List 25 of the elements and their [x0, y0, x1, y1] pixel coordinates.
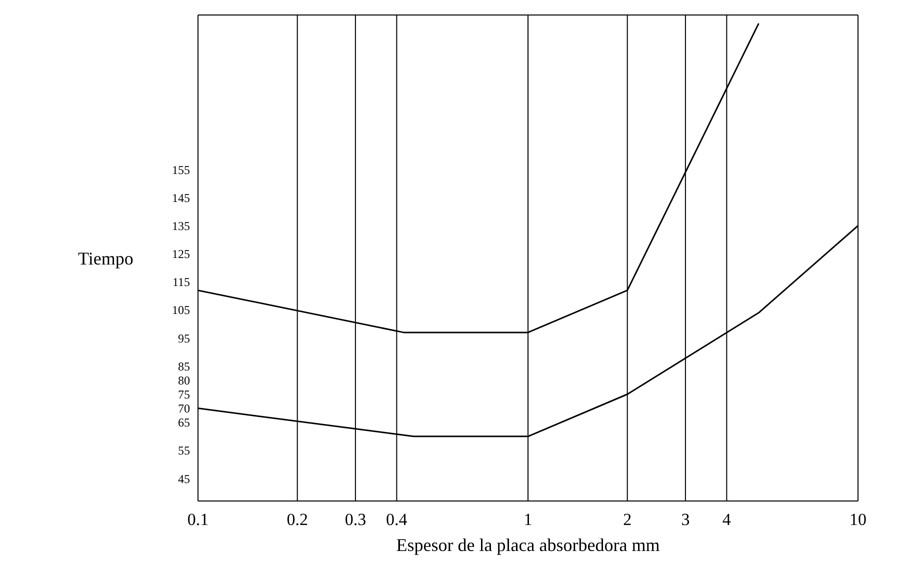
y-tick-label: 75	[178, 388, 190, 402]
y-tick-label: 105	[172, 303, 190, 318]
y-tick-label: 80	[178, 373, 190, 388]
x-tick-label: 1	[524, 510, 532, 530]
y-tick-label: 55	[178, 444, 190, 458]
x-axis-title: Espesor de la placa absorbedora mm	[396, 535, 660, 555]
x-tick-label: 0.1	[187, 510, 209, 530]
x-tick-label: 0.3	[344, 510, 366, 530]
x-tick-label: 2	[623, 510, 632, 530]
y-tick-label: 135	[172, 218, 190, 233]
x-tick-label: 0.2	[286, 510, 308, 530]
y-tick-label: 125	[172, 247, 190, 262]
y-tick-label: 115	[172, 275, 190, 290]
y-tick-label: 70	[178, 402, 190, 416]
x-tick-label: 4	[722, 510, 732, 530]
y-tick-label: 65	[178, 416, 190, 430]
y-tick-label: 145	[172, 190, 190, 205]
x-tick-label: 10	[850, 510, 866, 530]
x-tick-label: 3	[681, 510, 690, 530]
y-tick-label: 95	[178, 331, 190, 346]
y-tick-label: 45	[178, 472, 190, 486]
y-tick-label: 85	[178, 359, 190, 374]
y-tick-label: 155	[172, 162, 190, 177]
y-axis-title: Tiempo	[78, 248, 134, 268]
x-tick-label: 0.4	[386, 510, 408, 530]
